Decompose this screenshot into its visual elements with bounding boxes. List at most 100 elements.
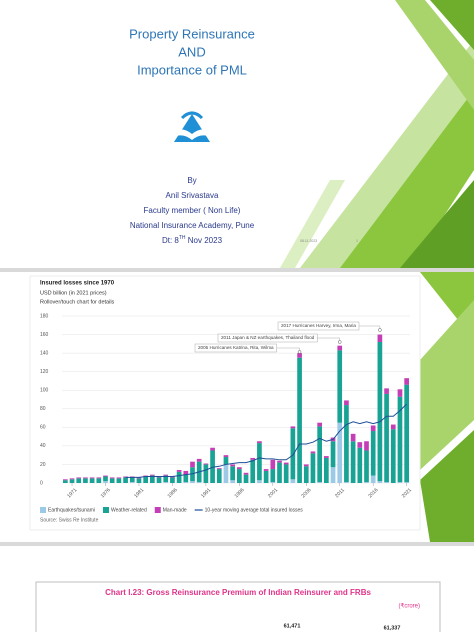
bar-segment [216, 469, 222, 483]
bar-segment [377, 481, 383, 483]
legend-swatch [102, 507, 109, 513]
bar-segment [357, 442, 363, 448]
bar-segment [277, 462, 282, 483]
bar-segment [250, 459, 256, 483]
bar-segment [183, 482, 189, 483]
y-tick-label: 80 [40, 406, 46, 412]
bar-segment [390, 429, 396, 483]
bar-segment [210, 447, 215, 451]
bar-segment [397, 389, 403, 397]
chart-title: Chart I.23: Gross Reinsurance Premium of… [105, 588, 371, 597]
logo [172, 111, 212, 142]
bar-segment [317, 422, 322, 427]
bar-segment [190, 461, 195, 468]
bar-segment [404, 378, 409, 385]
bar-segment [129, 482, 135, 483]
bar-segment [384, 393, 389, 483]
y-tick-label: 40 [40, 443, 46, 449]
bar-segment [370, 431, 376, 476]
bar-segment [263, 469, 269, 471]
bar-segment [270, 482, 276, 483]
bar-segment [243, 472, 249, 475]
bar-segment [163, 474, 169, 476]
bar-segment [317, 482, 322, 483]
bar-segment [243, 474, 249, 483]
bar-segment [277, 460, 282, 463]
bar-segment [397, 482, 403, 483]
bar-segment [150, 475, 155, 483]
bar-segment [223, 464, 229, 483]
bar-segment [129, 477, 135, 483]
legend-label: Weather-related [111, 507, 147, 513]
bar-segment [183, 474, 189, 483]
legend-label: 10-year moving average total insured los… [205, 507, 304, 513]
bar-segment [344, 482, 349, 483]
bar-segment [337, 345, 343, 351]
bar-segment [330, 441, 336, 468]
annotation: 2005 Hurricanes Katrina, Rita, Wilma [198, 345, 274, 350]
bar-segment [123, 476, 128, 478]
bar-segment [384, 388, 389, 394]
annotation-marker [297, 350, 302, 354]
y-tick-label: 180 [40, 313, 49, 319]
bar-segment [190, 481, 195, 483]
bar-segment [96, 478, 102, 483]
legend-label: Man-made [163, 507, 187, 513]
bar-segment [163, 482, 169, 483]
bar-segment [109, 478, 115, 483]
bar-segment [297, 353, 302, 358]
bar-segment [63, 479, 68, 481]
bar-segment [397, 396, 403, 483]
y-tick-label: 60 [40, 425, 46, 431]
bar-segment [404, 482, 409, 483]
bar-segment [283, 462, 289, 465]
slide-separator [0, 268, 474, 272]
bar-segment [156, 477, 162, 483]
annotation: 2011 Japan & NZ earthquakes, Thailand fl… [221, 335, 315, 340]
bar-segment [384, 482, 389, 483]
bar-segment [123, 477, 128, 483]
footer-date: 08.11.2023 [300, 239, 317, 243]
bar-segment [290, 479, 296, 483]
y-tick-label: 20 [40, 462, 46, 468]
bar-segment [257, 480, 262, 483]
bar-segment [230, 466, 235, 481]
date: Dt: 8TH Nov 2023 [162, 235, 223, 245]
bar-segment [203, 464, 209, 483]
page-number: 1 [356, 239, 358, 243]
bar-segment [136, 478, 142, 483]
bar-segment [103, 475, 108, 477]
bar-segment [176, 471, 182, 483]
bar-segment [303, 464, 309, 467]
bar-segment [250, 457, 256, 460]
bar-segment [344, 405, 349, 483]
author: Anil Srivastava [166, 191, 219, 200]
bar-segment [344, 400, 349, 406]
title-line: Importance of PML [137, 62, 247, 77]
bar-segment [297, 357, 302, 483]
bar-segment [96, 477, 102, 479]
y-tick-label: 100 [40, 388, 49, 394]
bar-segment [337, 422, 343, 483]
y-tick-label: 120 [40, 369, 49, 375]
slide-separator [0, 542, 474, 546]
bar-segment [263, 470, 269, 483]
bar-segment [310, 453, 316, 483]
bar-segment [223, 455, 229, 458]
decorative-stripes [280, 0, 474, 268]
decorative-stripes [420, 272, 474, 542]
bar-segment [324, 457, 329, 483]
chart-note: Rollover/touch chart for details [40, 299, 115, 305]
annotation-marker [378, 328, 382, 332]
bar-segment [303, 466, 309, 483]
bar-segment [230, 480, 235, 483]
byline: By [187, 176, 196, 185]
y-tick-label: 140 [40, 350, 49, 356]
bar-segment [350, 433, 356, 442]
bar-segment [103, 476, 108, 482]
date-prefix: Dt: 8 [162, 236, 179, 245]
bar-segment [196, 482, 202, 483]
bar-segment [257, 441, 262, 444]
bar-segment [310, 451, 316, 454]
